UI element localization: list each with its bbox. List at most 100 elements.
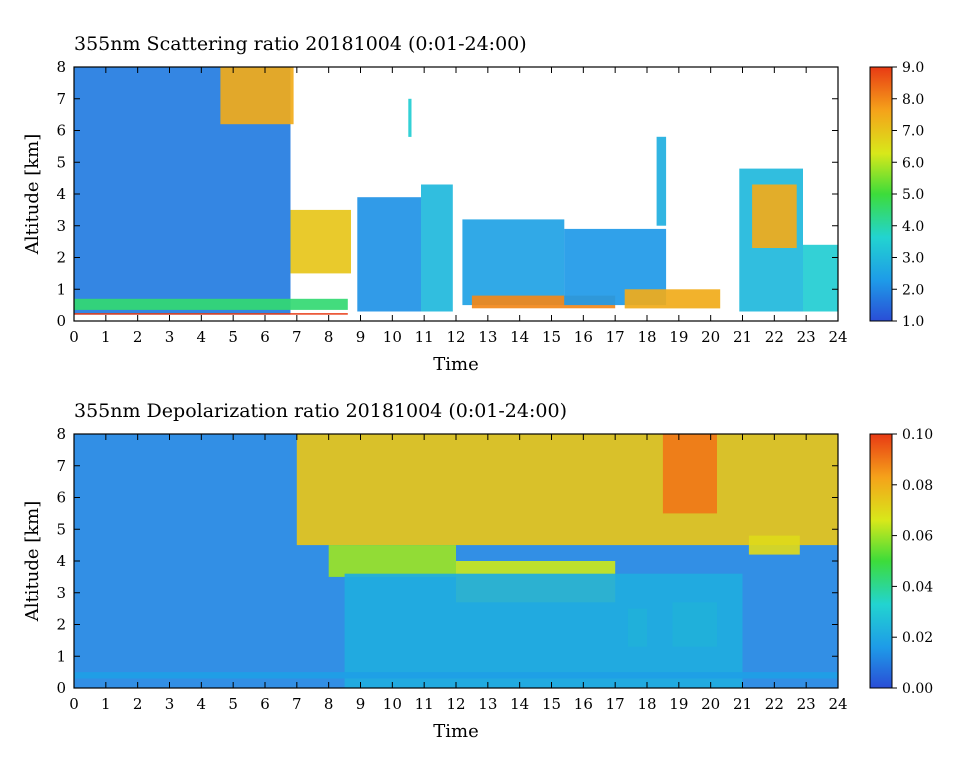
x-tick-label: 14	[510, 695, 529, 713]
y-tick-label: 2	[56, 616, 66, 634]
x-tick-label: 24	[828, 695, 847, 713]
heatmap-feature	[74, 672, 838, 679]
x-tick-label: 4	[197, 695, 207, 713]
colorbar-tick-label: 6.0	[902, 155, 924, 171]
x-tick-label: 21	[733, 328, 752, 346]
heatmap-feature	[357, 197, 421, 312]
x-tick-label: 5	[228, 695, 238, 713]
colorbar-tick-label: 0.06	[902, 529, 933, 545]
x-tick-label: 10	[383, 695, 402, 713]
y-axis-ticks: 0 1 2 3 4 5 6 7 8	[56, 58, 838, 330]
x-tick-label: 17	[606, 695, 625, 713]
colorbar	[869, 66, 893, 322]
depolarization-heatmap	[74, 434, 838, 688]
depolarization-ratio-panel: 355nm Depolarization ratio 20181004 (0:0…	[22, 400, 933, 742]
heatmap-feature	[74, 313, 348, 315]
x-tick-label: 1	[101, 328, 111, 346]
x-tick-label: 0	[69, 328, 79, 346]
y-tick-label: 5	[56, 520, 66, 538]
x-tick-label: 23	[797, 695, 816, 713]
x-tick-label: 6	[260, 695, 270, 713]
x-tick-label: 0	[69, 695, 79, 713]
colorbar	[869, 433, 893, 689]
y-tick-label: 7	[56, 457, 66, 475]
x-tick-label: 1	[101, 695, 111, 713]
heatmap-feature	[74, 298, 348, 310]
x-tick-label: 18	[637, 328, 656, 346]
y-tick-label: 2	[56, 249, 66, 267]
y-tick-label: 8	[56, 58, 66, 76]
x-tick-label: 20	[701, 328, 720, 346]
y-tick-label: 0	[56, 679, 66, 697]
x-tick-label: 24	[828, 328, 847, 346]
x-tick-label: 11	[415, 695, 434, 713]
y-axis-ticks: 0 1 2 3 4 5 6 7 8	[56, 425, 838, 697]
y-tick-label: 1	[56, 280, 66, 298]
y-tick-label: 8	[56, 425, 66, 443]
x-tick-label: 12	[446, 328, 465, 346]
y-tick-label: 7	[56, 90, 66, 108]
colorbar-tick-label: 7.0	[902, 124, 924, 140]
heatmap-feature	[748, 535, 800, 555]
colorbar-tick-label: 3.0	[902, 251, 924, 267]
heatmap-feature	[624, 289, 721, 309]
heatmap-feature	[462, 219, 565, 306]
x-tick-label: 12	[446, 695, 465, 713]
heatmap-feature	[290, 209, 351, 274]
x-tick-label: 19	[669, 695, 688, 713]
x-tick-label: 22	[765, 328, 784, 346]
x-axis-label: Time	[433, 354, 478, 375]
colorbar-tick-label: 4.0	[902, 219, 924, 235]
x-tick-label: 16	[574, 695, 593, 713]
x-axis-ticks: 0 1 2 3 4 5 6 7 8 9 10 11 12 13 14 15 16 17 18 19 20 21 22 23 24	[69, 434, 848, 713]
x-tick-label: 6	[260, 328, 270, 346]
colorbar-tick-label: 8.0	[902, 92, 924, 108]
heatmap-feature	[328, 545, 456, 577]
y-tick-label: 5	[56, 153, 66, 171]
x-tick-label: 22	[765, 695, 784, 713]
y-tick-label: 0	[56, 312, 66, 330]
heatmap-feature	[220, 67, 294, 125]
heatmap-feature	[296, 434, 838, 546]
x-tick-label: 21	[733, 695, 752, 713]
heatmap-feature	[408, 98, 412, 137]
x-tick-label: 16	[574, 328, 593, 346]
colorbar-ticks: 0.00 0.02 0.04 0.06 0.08 0.10	[892, 427, 933, 697]
x-tick-label: 8	[324, 695, 334, 713]
x-tick-label: 2	[133, 695, 143, 713]
x-tick-label: 4	[197, 328, 207, 346]
y-axis-label: Altitude [km]	[22, 501, 43, 623]
x-tick-label: 14	[510, 328, 529, 346]
x-tick-label: 7	[292, 328, 302, 346]
y-tick-label: 3	[56, 584, 66, 602]
x-tick-label: 15	[542, 328, 561, 346]
x-tick-label: 9	[356, 695, 366, 713]
x-tick-label: 5	[228, 328, 238, 346]
x-tick-label: 23	[797, 328, 816, 346]
heatmap-feature	[752, 184, 797, 248]
colorbar-tick-label: 1.0	[902, 314, 924, 330]
x-tick-label: 7	[292, 695, 302, 713]
colorbar-tick-label: 2.0	[902, 282, 924, 298]
x-tick-label: 17	[606, 328, 625, 346]
x-tick-label: 13	[478, 695, 497, 713]
x-tick-label: 18	[637, 695, 656, 713]
x-axis-label: Time	[433, 721, 478, 742]
y-tick-label: 3	[56, 217, 66, 235]
colorbar-tick-label: 0.00	[902, 681, 933, 697]
heatmap-feature	[662, 434, 717, 514]
colorbar-tick-label: 9.0	[902, 60, 924, 76]
x-tick-label: 3	[165, 328, 175, 346]
colorbar-tick-label: 0.02	[902, 630, 933, 646]
y-axis-label: Altitude [km]	[22, 134, 43, 256]
colorbar-tick-label: 5.0	[902, 187, 924, 203]
panel-title: 355nm Depolarization ratio 20181004 (0:0…	[74, 400, 567, 422]
x-tick-label: 3	[165, 695, 175, 713]
x-tick-label: 13	[478, 328, 497, 346]
scattering-ratio-panel: 355nm Scattering ratio 20181004 (0:01-24…	[22, 33, 924, 375]
x-axis-ticks: 0 1 2 3 4 5 6 7 8 9 10 11 12 13 14 15 16 17 18 19 20 21 22 23 24	[69, 67, 848, 346]
colorbar-tick-label: 0.10	[902, 427, 933, 443]
y-tick-label: 4	[56, 552, 66, 570]
x-tick-label: 2	[133, 328, 143, 346]
